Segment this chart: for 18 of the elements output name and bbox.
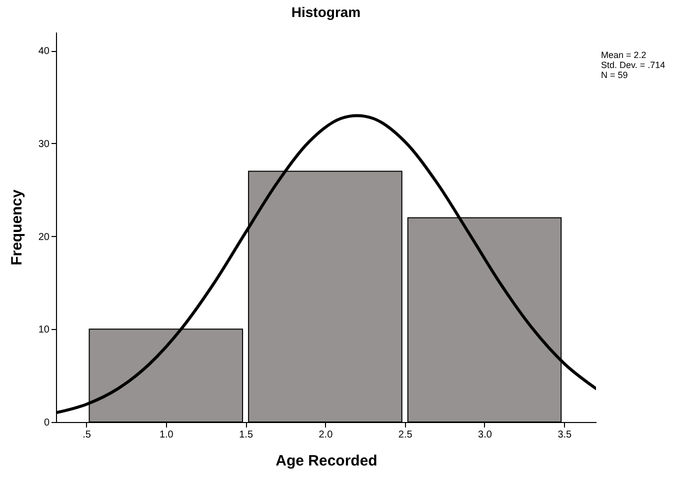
x-tick-label: 3.5	[558, 430, 572, 440]
y-tick-label: 0	[44, 418, 50, 428]
chart-title: Histogram	[291, 4, 361, 20]
x-tick-label: 1.5	[239, 430, 254, 440]
y-axis-title: Frequency	[8, 188, 26, 266]
x-tick-label: .5	[82, 430, 92, 440]
x-tick-label: 3.0	[478, 430, 492, 440]
x-tick-label: 2.0	[318, 430, 334, 440]
x-axis-title: Age Recorded	[276, 452, 378, 470]
y-tick-label: 20	[38, 232, 50, 243]
y-tick-label: 40	[38, 46, 50, 58]
text: Mean = 2.2	[601, 50, 648, 60]
text: Std. Dev. = .714	[601, 60, 666, 70]
text: N = 59	[601, 70, 629, 80]
x-tick-label: 2.5	[398, 430, 413, 440]
x-tick-label: 1.0	[159, 430, 174, 440]
y-tick-label: 10	[38, 324, 50, 336]
y-tick-label: 30	[38, 138, 50, 150]
